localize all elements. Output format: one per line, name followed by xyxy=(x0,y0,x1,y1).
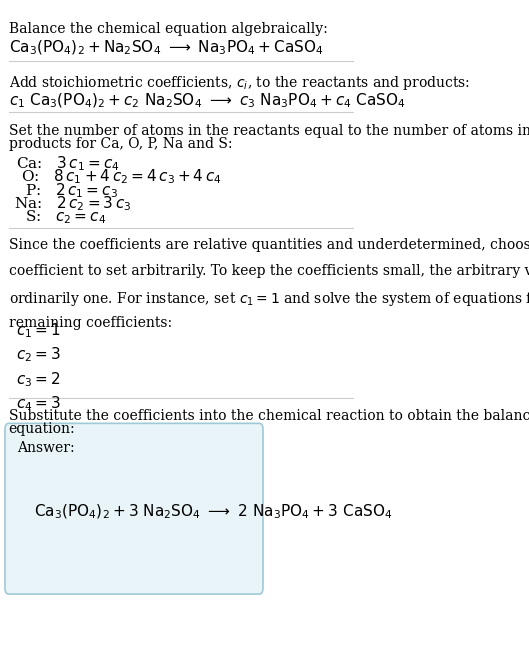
Text: Ca: $\ \ 3\,c_1 = c_4$: Ca: $\ \ 3\,c_1 = c_4$ xyxy=(16,154,120,173)
Text: coefficient to set arbitrarily. To keep the coefficients small, the arbitrary va: coefficient to set arbitrarily. To keep … xyxy=(8,264,529,278)
Text: Answer:: Answer: xyxy=(17,441,75,455)
Text: O: $\ \ 8\,c_1 + 4\,c_2 = 4\,c_3 + 4\,c_4$: O: $\ \ 8\,c_1 + 4\,c_2 = 4\,c_3 + 4\,c_… xyxy=(21,168,222,186)
Text: Set the number of atoms in the reactants equal to the number of atoms in the: Set the number of atoms in the reactants… xyxy=(8,124,529,138)
Text: $c_2 = 3$: $c_2 = 3$ xyxy=(16,345,60,364)
Text: $c_4 = 3$: $c_4 = 3$ xyxy=(16,395,60,413)
Text: $\mathrm{Ca_3(PO_4)_2 + 3\ Na_2SO_4 \ \longrightarrow \ 2\ Na_3PO_4 + 3\ CaSO_4}: $\mathrm{Ca_3(PO_4)_2 + 3\ Na_2SO_4 \ \l… xyxy=(34,503,392,521)
Text: ordinarily one. For instance, set $c_1 = 1$ and solve the system of equations fo: ordinarily one. For instance, set $c_1 =… xyxy=(8,290,529,308)
Text: remaining coefficients:: remaining coefficients: xyxy=(8,316,172,330)
Text: Substitute the coefficients into the chemical reaction to obtain the balanced: Substitute the coefficients into the che… xyxy=(8,408,529,422)
Text: $c_3 = 2$: $c_3 = 2$ xyxy=(16,370,60,389)
Text: Balance the chemical equation algebraically:: Balance the chemical equation algebraica… xyxy=(8,22,327,36)
Text: $c_1 = 1$: $c_1 = 1$ xyxy=(16,321,60,340)
Text: products for Ca, O, P, Na and S:: products for Ca, O, P, Na and S: xyxy=(8,137,232,151)
Text: $\mathrm{Ca_3(PO_4)_2 + Na_2SO_4 \ \longrightarrow \ Na_3PO_4 + CaSO_4}$: $\mathrm{Ca_3(PO_4)_2 + Na_2SO_4 \ \long… xyxy=(8,38,323,56)
FancyBboxPatch shape xyxy=(5,423,263,594)
Text: S: $\ \ c_2 = c_4$: S: $\ \ c_2 = c_4$ xyxy=(25,208,106,226)
Text: Since the coefficients are relative quantities and underdetermined, choose a: Since the coefficients are relative quan… xyxy=(8,239,529,252)
Text: Na: $\ \ 2\,c_2 = 3\,c_3$: Na: $\ \ 2\,c_2 = 3\,c_3$ xyxy=(14,195,131,214)
Text: $c_1\ \mathrm{Ca_3(PO_4)_2} + c_2\ \mathrm{Na_2SO_4} \ \longrightarrow \ c_3\ \m: $c_1\ \mathrm{Ca_3(PO_4)_2} + c_2\ \math… xyxy=(8,92,405,110)
Text: equation:: equation: xyxy=(8,422,75,436)
Text: P: $\ \ 2\,c_1 = c_3$: P: $\ \ 2\,c_1 = c_3$ xyxy=(25,181,117,200)
Text: Add stoichiometric coefficients, $c_i$, to the reactants and products:: Add stoichiometric coefficients, $c_i$, … xyxy=(8,74,470,91)
